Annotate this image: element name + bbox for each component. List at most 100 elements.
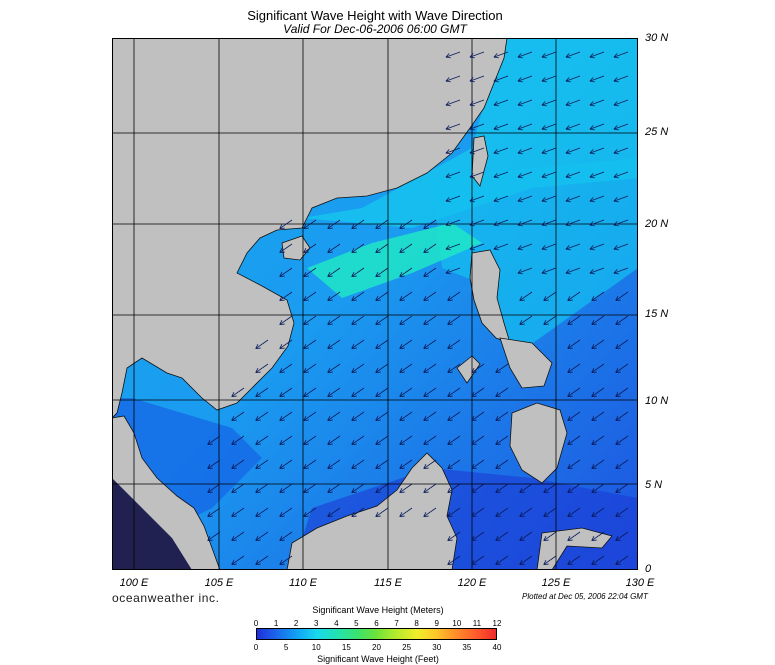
lat-label-10n: 10 N — [645, 395, 669, 407]
wave-height-map — [112, 38, 638, 570]
wave-arrow — [541, 147, 557, 155]
wave-arrow — [591, 387, 605, 398]
wave-arrow — [589, 219, 605, 227]
tick-m-11: 11 — [472, 619, 482, 628]
wave-arrow — [351, 411, 365, 422]
wave-arrow — [447, 531, 461, 542]
wave-arrow — [207, 435, 221, 446]
wave-arrow — [543, 483, 557, 494]
wave-arrow — [327, 435, 341, 446]
wave-arrow — [589, 195, 605, 203]
wave-arrow — [613, 243, 629, 251]
wave-arrow — [615, 459, 629, 470]
wave-arrow — [375, 339, 389, 350]
tick-m-4: 4 — [334, 619, 339, 628]
wave-arrow — [517, 219, 533, 227]
wave-arrow — [447, 459, 461, 470]
wave-arrow — [423, 267, 437, 278]
wave-arrow — [615, 291, 629, 302]
wave-arrow — [565, 219, 581, 227]
wave-arrow — [615, 363, 629, 374]
wave-arrow — [423, 243, 437, 254]
wave-arrow — [567, 531, 581, 542]
wave-arrow — [469, 243, 485, 251]
wave-arrow — [495, 483, 509, 494]
wave-arrow — [615, 411, 629, 422]
brand-logo: oceanweather inc. — [112, 591, 220, 605]
wave-arrow — [207, 459, 221, 470]
wave-arrow — [375, 267, 389, 278]
tick-m-0: 0 — [253, 619, 259, 628]
wave-arrow — [541, 75, 557, 83]
wave-arrow — [303, 339, 317, 350]
tick-f-20: 20 — [372, 643, 381, 652]
wave-arrow — [399, 411, 413, 422]
wave-arrow — [591, 339, 605, 350]
wave-arrow — [589, 267, 605, 275]
wave-arrow — [493, 243, 509, 251]
wave-arrow — [423, 459, 437, 470]
wave-arrow — [327, 291, 341, 302]
wave-arrow — [303, 267, 317, 278]
chart-title: Significant Wave Height with Wave Direct… — [247, 8, 503, 23]
lat-label-30n: 30 N — [645, 32, 669, 44]
wave-arrow — [207, 531, 221, 542]
land-mindanao — [509, 402, 568, 484]
wave-arrow — [375, 315, 389, 326]
wave-arrow — [469, 51, 485, 59]
wave-arrow — [279, 483, 293, 494]
wave-arrow — [423, 291, 437, 302]
wave-arrow — [589, 99, 605, 107]
wave-arrow — [567, 435, 581, 446]
wave-arrow — [399, 483, 413, 494]
wave-arrow — [541, 267, 557, 275]
colorbar-title-feet: Significant Wave Height (Feet) — [317, 654, 439, 664]
wave-arrow — [423, 483, 437, 494]
wave-arrow — [589, 171, 605, 179]
wave-arrow — [279, 363, 293, 374]
wave-arrow — [279, 339, 293, 350]
wave-arrow — [351, 459, 365, 470]
wave-arrow — [303, 411, 317, 422]
wave-arrow — [445, 75, 461, 83]
wave-arrow — [447, 507, 461, 518]
wave-arrow — [591, 411, 605, 422]
wave-arrow — [327, 315, 341, 326]
wave-arrow — [303, 291, 317, 302]
wave-arrow — [279, 531, 293, 542]
colorbar — [256, 628, 497, 640]
wave-arrow — [469, 171, 485, 179]
wave-arrow — [469, 195, 485, 203]
wave-arrow — [399, 339, 413, 350]
wave-arrow — [543, 315, 557, 326]
wave-arrow — [279, 219, 293, 230]
tick-f-40: 40 — [492, 643, 502, 652]
wave-arrow — [565, 267, 581, 275]
wave-arrow — [613, 123, 629, 131]
wave-arrow — [399, 219, 413, 230]
wave-arrow — [541, 123, 557, 131]
wave-arrow — [493, 219, 509, 227]
wave-arrow — [591, 459, 605, 470]
wave-arrow — [591, 291, 605, 302]
wave-arrow — [495, 363, 509, 374]
wave-arrow — [279, 315, 293, 326]
wave-arrow — [303, 507, 317, 518]
wave-arrow — [351, 339, 365, 350]
wave-arrow — [615, 483, 629, 494]
wave-arrow — [469, 75, 485, 83]
wave-arrow — [423, 507, 437, 518]
wave-arrow — [303, 219, 317, 230]
wave-arrow — [255, 411, 269, 422]
wave-arrow — [445, 267, 461, 275]
tick-m-10: 10 — [452, 619, 462, 628]
tick-f-15: 15 — [341, 643, 351, 652]
wave-arrow — [469, 219, 485, 227]
wave-arrow — [615, 531, 629, 542]
wave-arrow — [567, 411, 581, 422]
wave-arrow — [517, 75, 533, 83]
wave-arrow — [471, 435, 485, 446]
wave-arrow — [565, 171, 581, 179]
wave-arrow — [567, 291, 581, 302]
wave-arrow — [375, 363, 389, 374]
